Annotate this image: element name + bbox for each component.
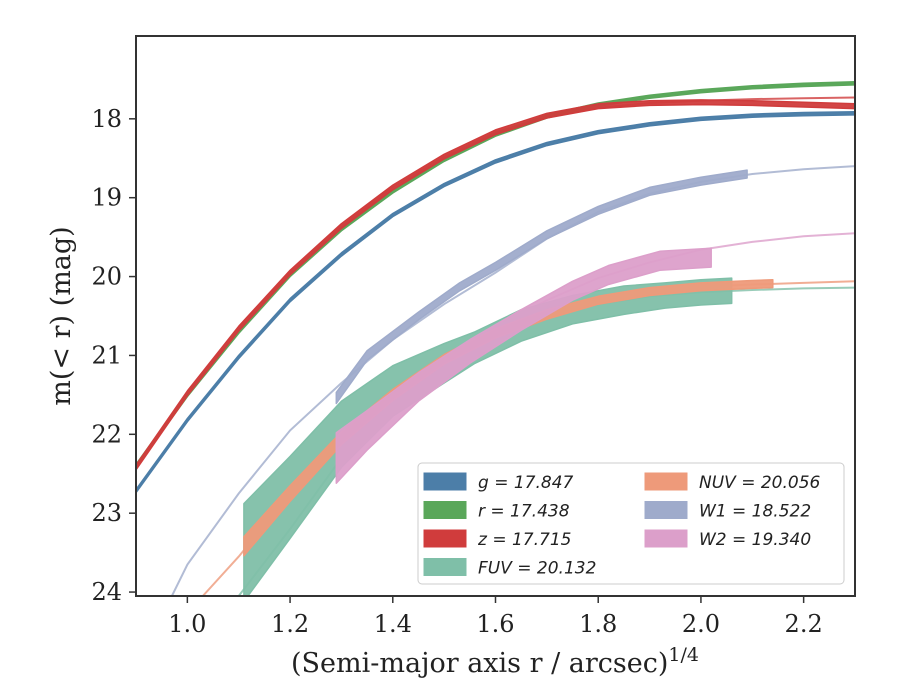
legend-swatch-w2 <box>644 529 688 548</box>
y-tick-label: 22 <box>91 420 122 448</box>
y-tick-label: 21 <box>91 341 122 369</box>
legend-label-nuv: NUV = 20.056 <box>699 473 821 493</box>
legend-label-g: g = 17.847 <box>478 473 574 493</box>
x-tick-label: 1.6 <box>476 610 514 638</box>
band-r <box>136 80 855 469</box>
model-curve-w2 <box>340 232 855 459</box>
legend-box <box>417 462 845 585</box>
legend-swatch-nuv <box>644 472 688 491</box>
legend-label-fuv: FUV = 20.132 <box>478 559 596 579</box>
legend-label-w1: W1 = 18.522 <box>699 502 811 522</box>
model-curve-r <box>136 82 855 467</box>
x-tick-label: 2.2 <box>785 610 823 638</box>
band-g <box>136 110 855 494</box>
legend-label-w2: W2 = 19.340 <box>699 530 811 550</box>
x-axis-title-text: (Semi-major axis r / arcsec) <box>291 648 668 679</box>
x-axis-title: (Semi-major axis r / arcsec)1/4 <box>291 644 699 679</box>
legend-swatch-fuv <box>423 558 467 576</box>
legend: g = 17.847 r = 17.438 z = 17.715 FUV = 20.1… <box>417 462 845 585</box>
y-tick-label: 18 <box>91 105 122 133</box>
band-w2 <box>335 247 712 484</box>
legend-swatch-g <box>423 472 467 491</box>
legend-swatch-w1 <box>644 501 688 519</box>
band-z <box>136 99 855 471</box>
y-axis: 18 19 20 21 22 23 24 <box>91 105 136 606</box>
x-axis-title-superscript: 1/4 <box>668 644 699 666</box>
y-axis-title: m(< r) (mag) <box>46 226 77 405</box>
y-tick-label: 23 <box>91 499 122 527</box>
y-tick-label: 24 <box>91 578 122 606</box>
x-tick-label: 1.2 <box>271 610 309 638</box>
legend-swatch-z <box>423 529 467 548</box>
x-tick-label: 1.0 <box>168 610 206 638</box>
x-tick-label: 1.4 <box>374 610 412 638</box>
x-axis: 1.0 1.2 1.4 1.6 1.8 2.0 2.2 <box>168 596 823 638</box>
legend-label-r: r = 17.438 <box>478 502 570 522</box>
legend-label-z: z = 17.715 <box>477 530 571 550</box>
band-w1 <box>335 169 748 405</box>
y-tick-label: 19 <box>91 184 122 212</box>
legend-swatch-r <box>423 501 467 519</box>
x-tick-label: 2.0 <box>682 610 720 638</box>
x-tick-label: 1.8 <box>579 610 617 638</box>
y-tick-label: 20 <box>91 263 122 291</box>
plot-content <box>136 80 855 596</box>
